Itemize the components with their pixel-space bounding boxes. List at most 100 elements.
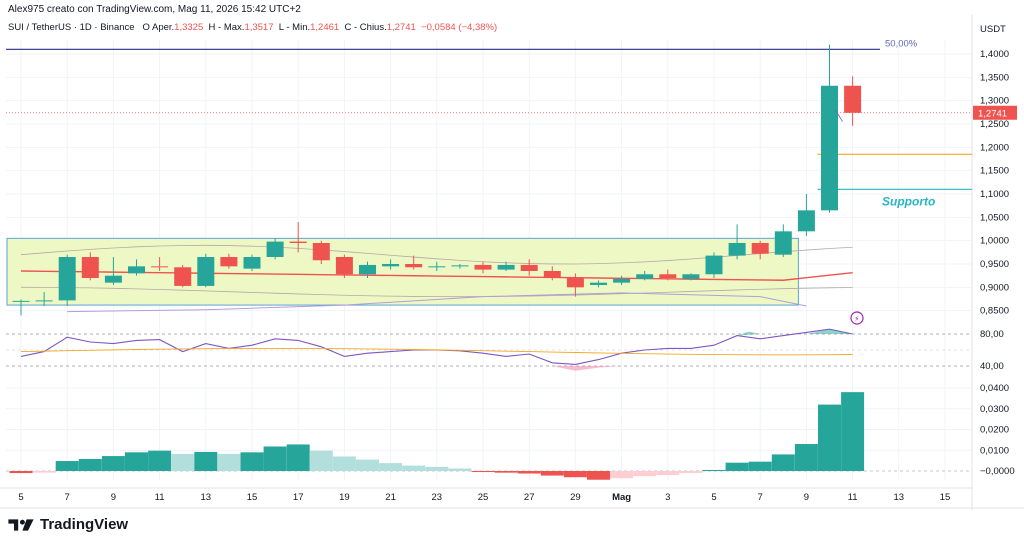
close-label: Chius.: [359, 22, 387, 33]
price-tick-label: 0,9500: [980, 259, 1009, 270]
rsi-tick-label: 40,00: [980, 361, 1004, 372]
macd-bar: [517, 471, 541, 474]
time-tick-label: 13: [894, 492, 905, 503]
macd-bar: [841, 392, 865, 471]
macd-bar: [748, 461, 772, 471]
macd-bar: [794, 444, 818, 471]
rsi-overbought-fill: [806, 329, 853, 334]
moving-average-line: [20, 270, 853, 281]
macd-tick-label: 0,0200: [980, 425, 1009, 436]
macd-tick-label: −0,0000: [980, 466, 1015, 477]
time-tick-label: 3: [665, 492, 670, 503]
macd-bar: [540, 471, 564, 476]
alert-icon-glyph: ⚡: [854, 315, 860, 324]
candle-body: [266, 241, 284, 257]
candle-body: [844, 85, 862, 113]
macd-bar: [494, 471, 518, 473]
time-tick-label: 25: [478, 492, 489, 503]
support-label: Supporto: [882, 194, 935, 208]
price-tick-label: 1,4000: [980, 49, 1009, 60]
symbol-label[interactable]: SUI / TetherUS · 1D · Binance: [8, 22, 135, 33]
candle-body: [312, 243, 330, 261]
change-value: −0,0584 (−4,38%): [421, 22, 498, 33]
candle-body: [405, 264, 423, 268]
time-tick-label: Mag: [612, 492, 631, 503]
close-value: 1,2741: [386, 22, 416, 33]
price-tick-label: 1,1000: [980, 189, 1009, 200]
macd-bar: [171, 453, 195, 471]
macd-bar: [818, 404, 841, 471]
candle-body: [636, 274, 654, 279]
candle-body: [12, 300, 30, 302]
candle-body: [682, 274, 700, 279]
candle-body: [289, 241, 307, 243]
time-tick-label: 17: [293, 492, 304, 503]
macd-bar: [9, 471, 33, 474]
tradingview-logo[interactable]: TradingView: [8, 516, 128, 533]
time-tick-label: 29: [570, 492, 581, 503]
low-value: 1,2461: [310, 22, 340, 33]
rsi-oversold-fill: [552, 366, 622, 371]
candle-body: [751, 243, 769, 254]
price-tick-label: 1,1500: [980, 166, 1009, 177]
candle-body: [566, 278, 584, 288]
macd-bar: [725, 462, 749, 471]
candle-body: [590, 282, 607, 285]
long-moving-average: [67, 292, 807, 313]
macd-bar: [148, 450, 172, 471]
candle-body: [220, 257, 238, 267]
candle-body: [797, 210, 815, 232]
candle-body: [359, 264, 376, 275]
rsi-signal-line: [20, 347, 853, 356]
tradingview-wordmark: TradingView: [40, 516, 129, 533]
time-tick-label: 7: [758, 492, 763, 503]
last-price-text: 1,2741: [978, 108, 1007, 119]
chart-credit: Alex975 creato con TradingView.com, Mag …: [8, 4, 301, 15]
time-tick-label: 11: [155, 492, 165, 503]
rsi-tick-label: 80,00: [980, 329, 1004, 340]
macd-bar: [702, 469, 726, 471]
macd-tick-label: 0,0300: [980, 404, 1009, 415]
macd-bar: [332, 456, 356, 471]
macd-bar: [217, 453, 241, 471]
high-label: Max.: [223, 22, 245, 33]
macd-bar: [771, 454, 795, 471]
candle-body: [382, 264, 400, 267]
candle-body: [104, 275, 122, 283]
candle-body: [174, 267, 192, 286]
price-tick-label: 1,0000: [980, 236, 1009, 247]
macd-bar: [263, 446, 287, 471]
macd-tick-label: 0,0400: [980, 383, 1009, 394]
macd-bar: [309, 450, 333, 471]
open-letter: O: [142, 22, 150, 33]
macd-bar: [55, 461, 79, 471]
candle-body: [474, 264, 492, 270]
currency-label: USDT: [980, 24, 1006, 35]
time-tick-label: 9: [804, 492, 809, 503]
close-letter: C: [344, 22, 352, 33]
high-letter: H: [208, 22, 216, 33]
time-tick-label: 13: [201, 492, 212, 503]
macd-bar: [471, 471, 495, 473]
candle-body: [543, 271, 561, 278]
candle-body: [81, 257, 99, 278]
macd-bar: [379, 463, 403, 471]
time-tick-label: 7: [65, 492, 70, 503]
candle-body: [659, 274, 677, 278]
trend-line: [835, 109, 843, 122]
candle-body: [821, 85, 838, 211]
macd-bar: [633, 471, 657, 477]
time-tick-label: 5: [711, 492, 716, 503]
last-price-tag: [973, 105, 1017, 120]
candle-body: [451, 265, 469, 267]
candle-body: [774, 231, 792, 255]
macd-bar: [78, 458, 102, 471]
price-tick-label: 1,3000: [980, 96, 1009, 107]
time-tick-label: 27: [524, 492, 535, 503]
candle-body: [613, 278, 631, 283]
candle-body: [243, 257, 261, 269]
ohlc-legend: SUI / TetherUS · 1D · Binance O Aper.1,3…: [8, 22, 498, 33]
macd-bar: [402, 465, 426, 471]
price-tick-label: 1,2000: [980, 142, 1009, 153]
